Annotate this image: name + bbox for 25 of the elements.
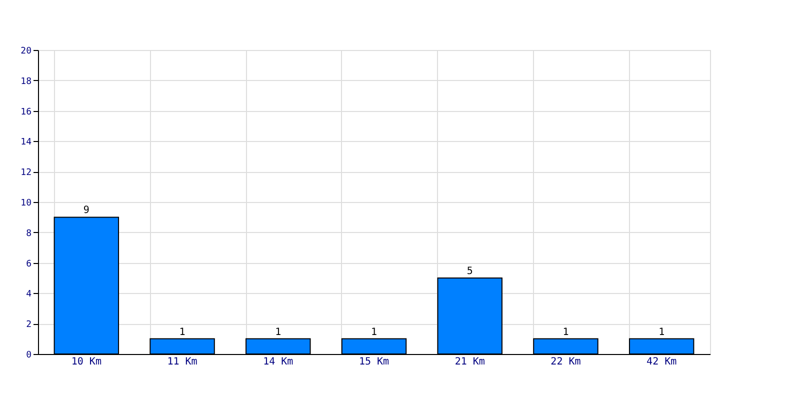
x-tick-label: 21 Km bbox=[454, 356, 485, 368]
y-tick-label: 16 bbox=[20, 107, 32, 118]
y-tick-label: 4 bbox=[26, 290, 32, 300]
data-label: 9 bbox=[83, 205, 90, 216]
data-label: 5 bbox=[466, 266, 473, 277]
data-label: 1 bbox=[275, 326, 282, 338]
y-tick-label: 12 bbox=[20, 168, 32, 178]
x-tick-label: 11 Km bbox=[167, 356, 198, 368]
y-tick-label: 18 bbox=[20, 76, 32, 87]
y-tick-label: 14 bbox=[20, 138, 32, 148]
y-tick-label: 2 bbox=[26, 320, 32, 330]
data-label: 1 bbox=[562, 326, 569, 338]
y-tick-label: 20 bbox=[20, 46, 32, 56]
y-tick-label: 10 bbox=[20, 198, 32, 208]
x-tick-label: 15 Km bbox=[358, 356, 390, 368]
data-label: 1 bbox=[658, 326, 665, 338]
x-tick-label: 42 Km bbox=[646, 356, 677, 368]
data-label: 1 bbox=[370, 326, 378, 338]
data-label: 1 bbox=[179, 326, 186, 338]
y-tick-label: 8 bbox=[26, 228, 32, 239]
x-tick-label: 22 Km bbox=[550, 356, 581, 368]
x-tick-label: 10 Km bbox=[71, 356, 102, 368]
y-tick-label: 6 bbox=[26, 259, 32, 270]
y-tick-label: 0 bbox=[26, 350, 32, 360]
x-tick-label: 14 Km bbox=[263, 356, 294, 368]
